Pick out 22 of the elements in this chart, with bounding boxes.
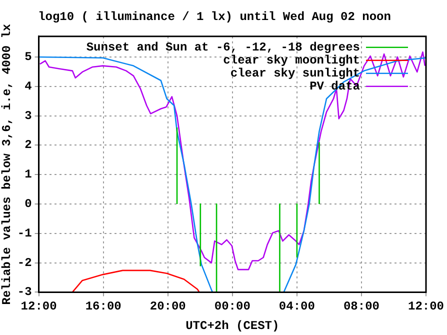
legend-label: clear sky moonlight — [223, 53, 360, 68]
y-tick-label: -1 — [17, 226, 32, 240]
x-axis-title: UTC+2h (CEST) — [186, 318, 280, 333]
y-tick-label: -2 — [17, 256, 32, 270]
x-tick-label: 00:00 — [214, 299, 250, 314]
y-tick-label: -3 — [17, 285, 32, 300]
y-tick-label: 3 — [24, 108, 32, 123]
y-tick-label: 4 — [24, 79, 32, 94]
chart-title: log10 ( illuminance / 1 lx) until Wed Aug 02 noon — [38, 10, 391, 24]
x-tick-label: 12:00 — [20, 299, 57, 314]
y-axis-title: Reliable values below 3,6, i.e, 4000 lx — [0, 24, 14, 305]
y-tick-label: 0 — [24, 197, 32, 212]
x-tick-label: 16:00 — [85, 299, 122, 314]
x-tick-label: 12:00 — [408, 299, 444, 314]
legend-label: clear sky sunlight — [230, 66, 360, 80]
y-tick-label: 5 — [24, 50, 32, 64]
y-tick-label: 1 — [24, 168, 32, 182]
legend-label: Sunset and Sun at -6, -12, -18 degrees — [86, 40, 360, 54]
x-tick-label: 04:00 — [278, 299, 315, 314]
x-tick-label: 08:00 — [343, 299, 380, 314]
x-tick-label: 20:00 — [150, 299, 186, 314]
y-tick-label: 2 — [24, 138, 32, 152]
